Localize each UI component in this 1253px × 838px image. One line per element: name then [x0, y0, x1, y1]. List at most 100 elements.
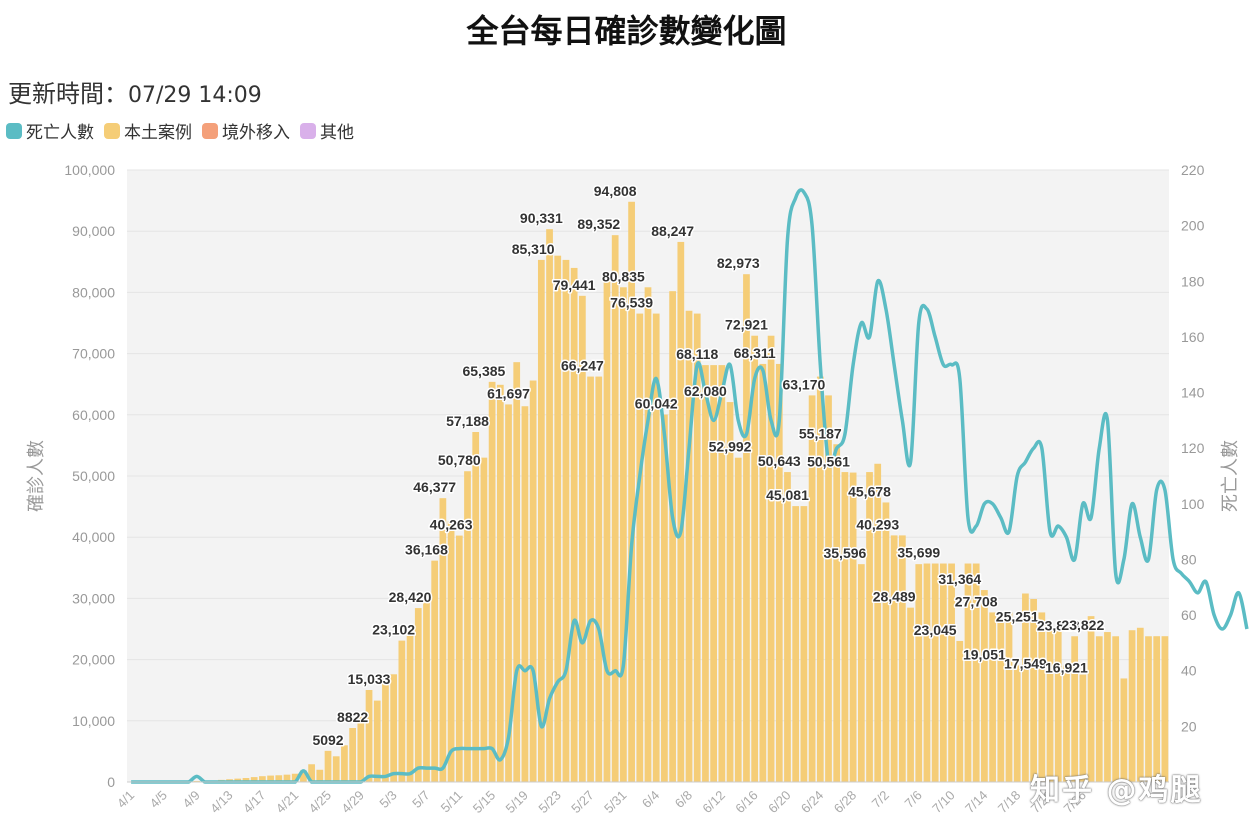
bar[interactable]	[1071, 636, 1079, 782]
bar[interactable]	[455, 535, 463, 782]
bar[interactable]	[300, 770, 307, 782]
legend-item-local[interactable]: 本土案例	[104, 118, 192, 143]
bar[interactable]	[275, 775, 283, 782]
bar[interactable]	[1136, 627, 1144, 782]
bar[interactable]	[554, 255, 562, 782]
bar[interactable]	[915, 564, 923, 782]
bar[interactable]	[636, 313, 644, 782]
bar[interactable]	[595, 376, 603, 782]
bar[interactable]	[332, 756, 340, 782]
bar[interactable]	[767, 335, 775, 782]
bar[interactable]	[1046, 627, 1054, 782]
bar[interactable]	[940, 563, 947, 782]
bar[interactable]	[1120, 678, 1128, 782]
bar[interactable]	[792, 506, 800, 782]
bar[interactable]	[390, 674, 398, 782]
bar[interactable]	[718, 365, 726, 782]
bar[interactable]	[702, 365, 709, 782]
bar[interactable]	[447, 521, 455, 782]
bar[interactable]	[1079, 674, 1087, 782]
bar[interactable]	[250, 777, 258, 782]
bar[interactable]	[931, 563, 939, 782]
bar[interactable]	[997, 612, 1005, 782]
bar[interactable]	[611, 235, 619, 782]
bar[interactable]	[661, 414, 668, 782]
legend-item-other[interactable]: 其他	[300, 118, 354, 143]
bar[interactable]	[1063, 665, 1070, 782]
bar[interactable]	[283, 774, 291, 782]
bar[interactable]	[948, 563, 955, 782]
bar[interactable]	[956, 640, 964, 782]
bar[interactable]	[373, 700, 381, 782]
legend-item-imported[interactable]: 境外移入	[202, 118, 290, 143]
bar[interactable]	[1104, 632, 1111, 782]
bar[interactable]	[578, 295, 586, 782]
bar[interactable]	[406, 633, 414, 782]
bar[interactable]	[291, 773, 299, 782]
bar[interactable]	[1087, 616, 1095, 782]
bar[interactable]	[669, 291, 676, 782]
bar[interactable]	[620, 287, 627, 782]
bar[interactable]	[357, 712, 365, 782]
bar[interactable]	[316, 769, 324, 782]
bar[interactable]	[759, 363, 767, 782]
bar[interactable]	[734, 457, 742, 782]
bar[interactable]	[562, 259, 570, 782]
bar[interactable]	[964, 563, 972, 782]
bar[interactable]	[1153, 636, 1161, 782]
bar[interactable]	[775, 363, 783, 782]
bar[interactable]	[414, 608, 422, 782]
bar[interactable]	[693, 313, 701, 782]
bar[interactable]	[505, 404, 512, 782]
bar[interactable]	[628, 201, 635, 783]
bar[interactable]	[537, 259, 545, 782]
bar[interactable]	[423, 599, 430, 782]
bar[interactable]	[1128, 630, 1136, 782]
bar[interactable]	[923, 563, 931, 782]
bar[interactable]	[382, 680, 389, 782]
bar[interactable]	[989, 612, 996, 782]
bar[interactable]	[472, 432, 480, 782]
bar[interactable]	[1112, 636, 1120, 782]
bar[interactable]	[1038, 612, 1046, 782]
bar[interactable]	[685, 310, 693, 782]
bar[interactable]	[898, 535, 906, 782]
legend-item-deaths[interactable]: 死亡人數	[6, 118, 94, 143]
bar[interactable]	[849, 472, 857, 782]
bar[interactable]	[800, 506, 808, 782]
bar[interactable]	[464, 471, 471, 782]
bar[interactable]	[529, 380, 537, 782]
bar[interactable]	[488, 381, 496, 782]
bar[interactable]	[349, 728, 356, 782]
bar[interactable]	[882, 502, 890, 782]
bar[interactable]	[513, 362, 521, 782]
bar[interactable]	[431, 560, 439, 782]
bar[interactable]	[365, 689, 373, 782]
bar[interactable]	[981, 590, 988, 782]
bar[interactable]	[972, 563, 980, 782]
bar[interactable]	[825, 395, 832, 782]
bar[interactable]	[726, 402, 734, 782]
bar[interactable]	[259, 776, 266, 782]
bar[interactable]	[324, 750, 332, 782]
bar[interactable]	[743, 274, 750, 782]
bar[interactable]	[308, 764, 315, 782]
bar[interactable]	[808, 395, 816, 782]
bar[interactable]	[907, 607, 914, 782]
bar[interactable]	[242, 778, 250, 782]
bar[interactable]	[816, 376, 824, 782]
bar[interactable]	[496, 384, 504, 782]
bar[interactable]	[398, 640, 406, 782]
bar[interactable]	[1161, 636, 1169, 782]
bar[interactable]	[439, 498, 447, 782]
bar[interactable]	[677, 241, 685, 783]
bar[interactable]	[866, 472, 873, 782]
bar[interactable]	[480, 457, 488, 782]
bar[interactable]	[751, 335, 759, 782]
bar[interactable]	[1145, 636, 1152, 782]
bar[interactable]	[341, 745, 348, 782]
bar[interactable]	[521, 406, 529, 782]
bar[interactable]	[1022, 593, 1029, 782]
bar[interactable]	[603, 277, 611, 782]
bar[interactable]	[1095, 636, 1103, 782]
